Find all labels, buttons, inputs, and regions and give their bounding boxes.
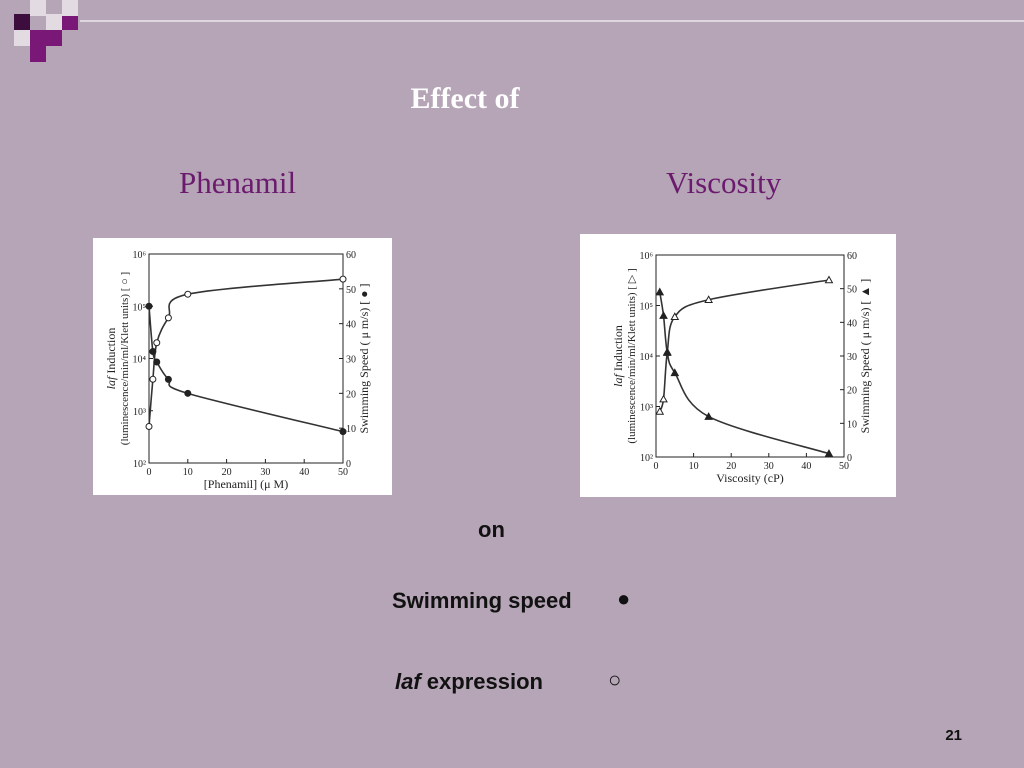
x-tick-label: 10 <box>183 467 193 478</box>
data-point-filled-triangle <box>655 287 665 296</box>
y-left-tick-label: 10² <box>640 453 653 464</box>
open-circle-symbol: ○ <box>608 667 622 692</box>
series-line-filled-circle <box>148 306 344 433</box>
y-right-tick-label: 60 <box>346 250 356 261</box>
y-right-tick-label: 0 <box>847 453 852 464</box>
y-right-tick-label: 40 <box>847 318 857 329</box>
y-right-axis-label: Swimming Speed ( μ m/s) [ ● ] <box>357 283 371 433</box>
data-point-open-triangle <box>704 295 713 304</box>
data-point-open-circle <box>339 275 347 283</box>
data-point-open-circle <box>149 375 157 383</box>
x-tick-label: 40 <box>801 461 811 472</box>
data-point-filled-circle <box>339 428 347 436</box>
data-point-open-circle <box>145 422 153 430</box>
filled-circle-symbol: ● <box>617 586 631 611</box>
data-point-open-triangle <box>824 275 834 284</box>
y-left-tick-label: 10² <box>133 459 146 470</box>
x-tick-label: 30 <box>260 467 270 478</box>
y-left-tick-label: 10³ <box>640 403 653 414</box>
y-left-tick-label: 10⁴ <box>640 352 654 363</box>
y-left-tick-label: 10⁵ <box>133 302 147 313</box>
y-right-tick-label: 20 <box>847 386 857 397</box>
data-point-open-triangle <box>655 406 665 415</box>
data-point-filled-circle <box>149 348 157 356</box>
data-point-filled-circle <box>184 389 192 397</box>
y-left-axis-label-line2: (luminescence/min/ml/Klett units) [ ▷ ] <box>626 268 638 443</box>
y-left-axis-label-line1: laf Induction <box>104 328 118 390</box>
data-point-filled-triangle <box>824 449 834 457</box>
page-number: 21 <box>945 727 962 744</box>
viscosity-chart: 0 10 20 30 40 50 10² 10³ 10⁴ 10⁵ 10⁶ 0 10 20 30 40 50 60 V… <box>611 251 872 485</box>
viscosity-chart-panel: 0 10 20 30 40 50 10² 10³ 10⁴ 10⁵ 10⁶ 0 10 20 30 40 50 60 V… <box>580 234 896 497</box>
y-right-tick-label: 50 <box>847 285 857 296</box>
on-label: on <box>478 517 505 542</box>
y-right-tick-label: 50 <box>346 285 356 296</box>
slide-title: Effect of <box>410 82 520 115</box>
y-right-tick-label: 10 <box>847 419 857 430</box>
series-line-filled-triangle <box>658 291 830 455</box>
laf-italic: laf <box>395 669 421 694</box>
x-axis-label: [Phenamil] (μ M) <box>204 477 288 491</box>
y-left-axis-label-line2: (luminescence/min/ml/Klett units) [ ○ ] <box>119 272 131 445</box>
data-point-filled-circle <box>164 375 172 383</box>
y-left-tick-label: 10³ <box>133 407 146 418</box>
phenamil-chart: 0 10 20 30 40 50 10² 10³ 10⁴ 10⁵ 10⁶ 0 10 20 30 40 50 60 [… <box>104 250 371 491</box>
swimming-speed-label: Swimming speed <box>392 588 572 613</box>
data-point-open-triangle <box>670 312 680 321</box>
data-point-filled-triangle <box>670 368 680 377</box>
x-tick-label: 50 <box>338 467 348 478</box>
subtitle-viscosity: Viscosity <box>666 165 782 200</box>
x-tick-label: 10 <box>689 461 699 472</box>
data-point-filled-circle <box>145 302 153 310</box>
plot-frame <box>655 254 845 458</box>
data-point-filled-circle <box>153 358 161 366</box>
series-line-open-circle <box>148 278 344 427</box>
data-point-open-circle <box>164 314 172 322</box>
laf-italic-axis: laf <box>611 373 625 387</box>
x-tick-label: 0 <box>147 467 152 478</box>
data-point-filled-triangle <box>662 348 672 356</box>
phenamil-chart-panel: 0 10 20 30 40 50 10² 10³ 10⁴ 10⁵ 10⁶ 0 10 20 30 40 50 60 [… <box>93 238 392 495</box>
x-tick-label: 20 <box>726 461 736 472</box>
y-right-axis-label: Swimming Speed ( μ m/s) [ ▲ ] <box>858 279 872 434</box>
y-right-tick-label: 20 <box>346 389 356 400</box>
x-tick-label: 30 <box>764 461 774 472</box>
induction-text: Induction <box>611 325 625 374</box>
laf-expression-rest: expression <box>420 669 543 694</box>
x-tick-label: 50 <box>839 461 849 472</box>
y-left-tick-label: 10⁴ <box>133 355 147 366</box>
subtitle-phenamil: Phenamil <box>179 165 297 200</box>
laf-expression-label: laf expression <box>395 669 543 695</box>
corner-decoration <box>0 0 80 64</box>
data-point-filled-triangle <box>704 412 713 420</box>
plot-frame <box>148 253 344 464</box>
data-point-open-circle <box>184 290 192 298</box>
y-left-tick-label: 10⁶ <box>133 250 147 261</box>
y-left-tick-label: 10⁶ <box>640 251 654 262</box>
x-axis-label: Viscosity (cP) <box>716 471 784 485</box>
y-right-tick-label: 10 <box>346 424 356 435</box>
data-point-open-circle <box>153 339 161 347</box>
data-point-filled-triangle <box>659 311 668 319</box>
y-right-tick-label: 60 <box>847 251 857 262</box>
y-right-tick-label: 30 <box>346 355 356 366</box>
series-line-open-triangle <box>658 279 830 412</box>
induction-text: Induction <box>104 328 118 377</box>
data-point-open-triangle <box>659 394 668 403</box>
x-tick-label: 0 <box>654 461 659 472</box>
y-right-tick-label: 30 <box>847 352 857 363</box>
y-left-axis-label-line1: laf Induction <box>611 325 625 387</box>
x-tick-label: 40 <box>299 467 309 478</box>
y-right-tick-label: 0 <box>346 459 351 470</box>
laf-italic-axis: laf <box>104 375 118 389</box>
y-right-tick-label: 40 <box>346 320 356 331</box>
header-rule <box>80 20 1024 22</box>
x-tick-label: 20 <box>222 467 232 478</box>
y-left-tick-label: 10⁵ <box>640 302 654 313</box>
